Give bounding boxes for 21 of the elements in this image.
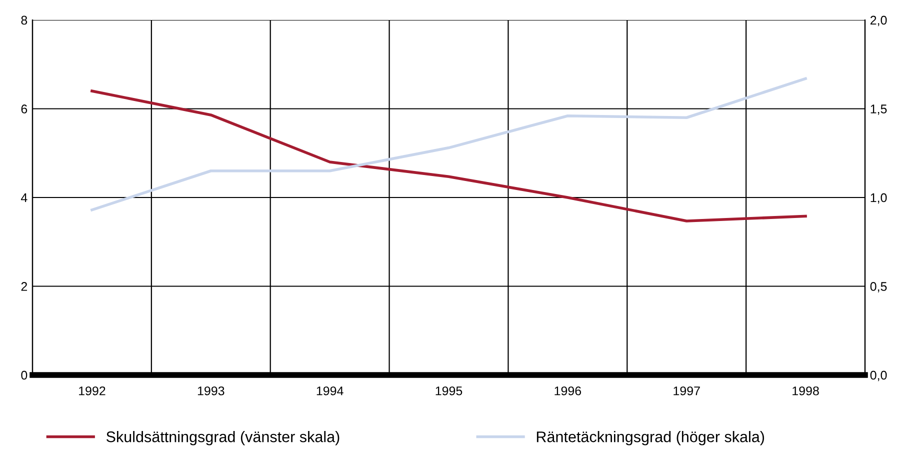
y-tick-label: 4: [20, 193, 28, 202]
x-tick-label: 1996: [554, 386, 582, 396]
y-tick-label: 2: [21, 282, 28, 291]
y2-tick-label: 2,0: [870, 16, 887, 26]
x-tick-label: 1994: [316, 386, 344, 396]
line-series: [90, 77, 807, 212]
y-tick-label: 8: [21, 16, 28, 25]
x-tick-label: 1992: [79, 386, 106, 396]
line-series: [90, 90, 807, 222]
x-tick-label: 1993: [198, 386, 224, 396]
y-tick-label: 0: [21, 370, 28, 380]
y2-tick-label: 0,5: [870, 282, 887, 292]
legend-label: Skuldsättningsgrad (vänster skala): [106, 431, 340, 446]
x-tick-label: 1997: [674, 386, 700, 396]
y2-tick-label: 0,0: [870, 370, 887, 382]
legend-label: Räntetäckningsgrad (höger skala): [536, 431, 764, 446]
y-tick-label: 6: [21, 104, 28, 114]
y2-tick-label: 1,0: [870, 193, 887, 204]
x-tick-label: 1998: [792, 386, 819, 396]
x-tick-label: 1995: [436, 386, 462, 396]
y2-tick-label: 1,5: [870, 104, 887, 115]
